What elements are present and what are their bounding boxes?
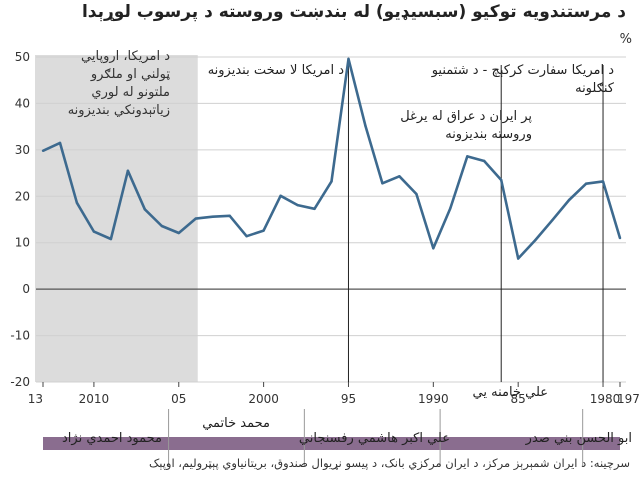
y-unit-label: % <box>619 32 632 47</box>
leader-timeline-segment <box>440 437 583 450</box>
data-point <box>245 235 248 238</box>
x-tick-label: 95 <box>341 392 356 406</box>
leader-label-banisadr: ابو الحسن بني صدر <box>525 431 632 446</box>
annotation-embassy-crisis: د امریکا سفارت کرکېچ - د شتمنیو کنګلونه <box>432 62 614 98</box>
data-point <box>279 194 282 198</box>
annotation-line: وروسته بندیزونه <box>445 127 532 142</box>
y-tick-label: -20 <box>10 375 30 389</box>
annotation-line: ټولني او ملګرو <box>90 67 170 82</box>
x-tick-label: 13 <box>28 392 43 406</box>
leader-label-rafsanjani: علي اکبر هاشمي رفسنجاني <box>298 431 450 446</box>
data-point <box>500 178 503 182</box>
y-tick-label: 0 <box>22 282 30 296</box>
x-tick-label: 05 <box>171 392 186 406</box>
data-point <box>567 198 571 202</box>
y-tick-label: -10 <box>10 329 30 343</box>
x-tick-label: 2000 <box>248 392 279 406</box>
data-point <box>364 124 367 127</box>
data-point <box>415 192 418 196</box>
data-point <box>92 230 96 233</box>
data-point <box>432 247 435 250</box>
y-tick-label: 20 <box>15 189 30 203</box>
data-point <box>211 215 214 218</box>
y-tick-label: 30 <box>15 143 30 157</box>
leader-timeline-segment <box>43 437 169 450</box>
data-point <box>347 57 350 61</box>
leader-timeline-segment <box>304 437 441 450</box>
data-point <box>41 149 45 152</box>
x-tick-label: 85 <box>511 392 526 406</box>
data-point <box>601 180 605 183</box>
annotation-line: ملتونو له لوري <box>91 85 170 100</box>
y-tick-label: 50 <box>15 50 30 64</box>
x-tick-label: 1979 <box>617 392 640 406</box>
leader-timeline-segment <box>168 437 305 450</box>
data-point <box>483 159 486 163</box>
annotation-line: زیاتېدونکي بندیزونه <box>67 103 170 118</box>
annotation-line: کنګلونه <box>575 81 614 96</box>
data-point <box>618 236 622 240</box>
data-point <box>177 231 180 235</box>
data-point <box>194 217 197 220</box>
data-point <box>550 219 554 222</box>
data-point <box>313 207 316 211</box>
annotation-line: پر ایران د عراق له یرغل <box>400 109 532 124</box>
leader-label-khamenei: علي خامنه يي <box>472 385 548 400</box>
annotation-line: د امریکا سفارت کرکېچ - د شتمنیو <box>431 63 614 78</box>
data-point <box>516 257 520 260</box>
x-tick-label: 2010 <box>79 392 110 406</box>
data-point <box>330 180 333 183</box>
data-point <box>58 141 62 145</box>
data-point <box>584 182 588 185</box>
data-point <box>398 175 401 178</box>
annotation-us-sanctions: د امریکا لا سخت بندیزونه <box>208 62 344 80</box>
data-point <box>449 207 452 210</box>
data-point <box>262 229 265 232</box>
leader-timeline-segment <box>582 437 620 450</box>
data-point <box>228 214 231 217</box>
y-tick-label: 10 <box>15 236 30 250</box>
annotation-line: د امریکا، اروپایي <box>81 49 170 64</box>
x-tick-label: 1980 <box>590 392 621 406</box>
chart-title: د مرستندویه توکیو (سبسیډیو) له بندښت ورو… <box>81 2 626 22</box>
annotation-multilateral-sanctions: د امریکا، اروپایي ټولني او ملګرو ملتونو … <box>68 48 170 120</box>
data-point <box>160 224 163 228</box>
data-point <box>126 169 130 172</box>
source-note: سرچینه: د ایران شمېرېز مرکز، د ایران مرک… <box>148 456 630 470</box>
data-point <box>296 203 299 207</box>
leader-label-khatami: محمد خاتمي <box>202 416 270 431</box>
data-point <box>75 201 79 204</box>
data-point <box>143 208 147 211</box>
annotation-line: د امریکا لا سخت بندیزونه <box>207 63 344 78</box>
data-point <box>109 237 113 241</box>
x-tick-label: 1990 <box>418 392 449 406</box>
annotation-iraq-war: پر ایران د عراق له یرغل وروسته بندیزونه <box>400 108 532 144</box>
data-point <box>533 239 537 242</box>
data-point <box>466 155 469 158</box>
leader-label-ahmadinejad: محمود احمدي نژاد <box>62 431 162 446</box>
data-point <box>381 182 384 185</box>
y-tick-label: 40 <box>15 96 30 110</box>
